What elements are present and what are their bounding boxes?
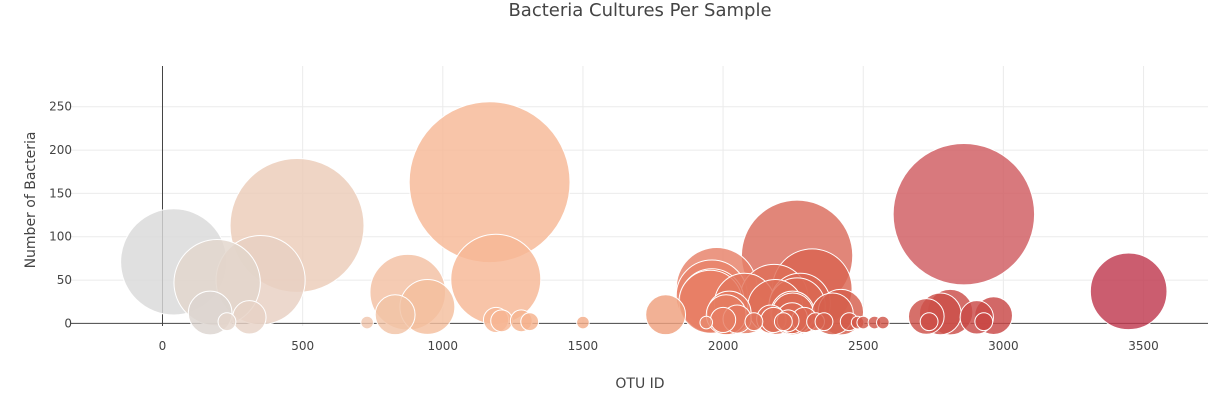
bubble-point — [773, 312, 793, 332]
bubble-point — [892, 142, 1036, 286]
chart-title: Bacteria Cultures Per Sample — [508, 0, 771, 21]
x-tick-label: 1000 — [428, 339, 459, 353]
x-tick-label: 1500 — [568, 339, 599, 353]
x-tick-label: 2500 — [848, 339, 879, 353]
y-axis-title: Number of Bacteria — [23, 132, 39, 269]
x-tick-labels: 0 500 1000 1500 2000 2500 3000 3500 — [159, 339, 1159, 353]
bubbles — [120, 101, 1168, 336]
bubble-point — [490, 309, 514, 333]
bubble-point — [520, 312, 540, 332]
x-tick-label: 0 — [159, 339, 167, 353]
x-tick-label: 3000 — [988, 339, 1019, 353]
y-tick-label: 150 — [49, 186, 72, 200]
bubble-point — [974, 312, 994, 332]
bubble-point — [744, 312, 764, 332]
x-tick-label: 500 — [291, 339, 314, 353]
bubble-point — [374, 294, 416, 336]
bubble-point — [699, 315, 714, 330]
bubble-point — [919, 312, 939, 332]
y-tick-label: 50 — [57, 273, 72, 287]
y-tick-label: 250 — [49, 100, 72, 114]
bubble-point — [856, 315, 871, 330]
bubble-point — [645, 294, 687, 336]
bubble-point — [814, 312, 834, 332]
bubble-point — [1089, 252, 1168, 331]
y-tick-label: 200 — [49, 143, 72, 157]
x-axis-title: OTU ID — [615, 376, 664, 392]
x-tick-label: 2000 — [708, 339, 739, 353]
bubble-point — [232, 300, 267, 335]
bubble-point — [576, 315, 590, 330]
y-tick-labels: 0 50 100 150 200 250 — [49, 100, 72, 331]
y-tick-label: 0 — [64, 316, 72, 330]
bubble-point — [217, 312, 237, 332]
x-tick-label: 3500 — [1128, 339, 1159, 353]
bubble-point — [876, 315, 890, 330]
y-tick-label: 100 — [49, 230, 72, 244]
bubble-point — [360, 315, 374, 330]
bubble-point — [709, 306, 737, 334]
